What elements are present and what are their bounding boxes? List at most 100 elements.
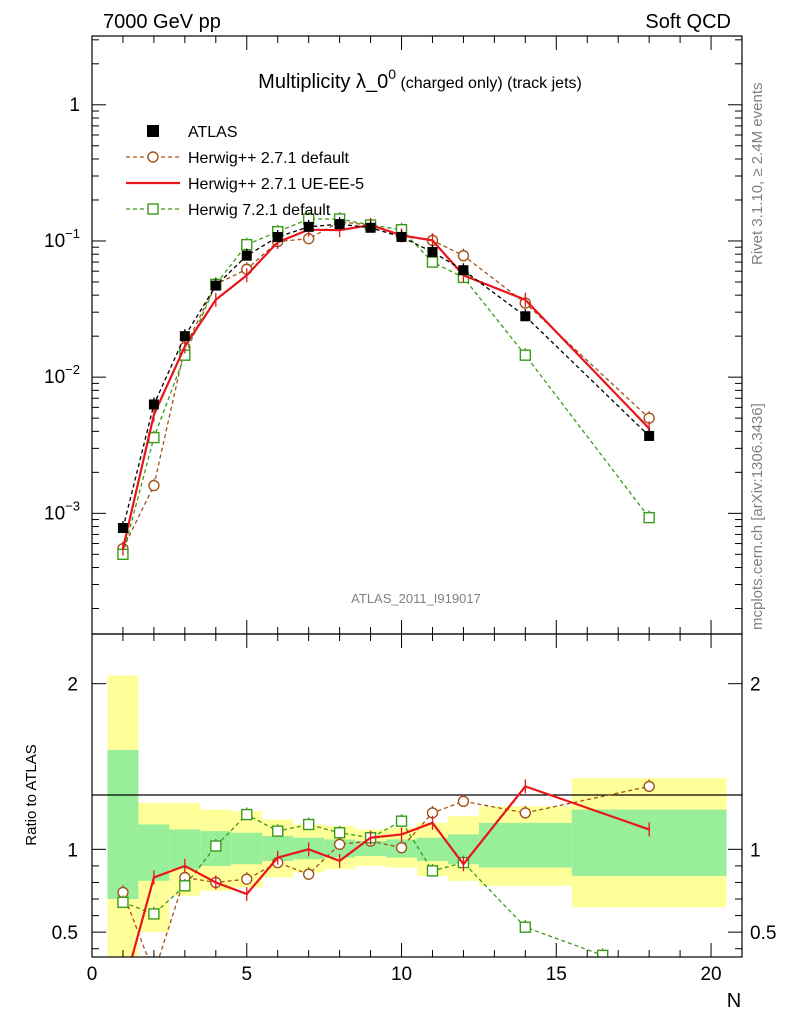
- y-tick-exponent: −1: [65, 226, 80, 241]
- data-point: [245, 274, 248, 277]
- data-point: [333, 827, 346, 839]
- ratio-axes: 0 5 10 15 20 0.5 0.5 1 1 2 2: [52, 634, 776, 985]
- main-y-tick-label: 10−3: [44, 498, 80, 524]
- main-axes: 10−310−210−11: [44, 36, 743, 634]
- legend-marker: [147, 125, 159, 137]
- data-point: [396, 231, 407, 242]
- header-right: Soft QCD: [645, 11, 731, 33]
- data-point: [210, 280, 221, 291]
- data-point: [117, 523, 128, 534]
- header-left: 7000 GeV pp: [103, 11, 221, 33]
- data-point: [524, 298, 527, 301]
- analysis-label: ATLAS_2011_I919017: [351, 591, 481, 606]
- data-point: [152, 876, 155, 879]
- data-point: [214, 298, 217, 301]
- data-point: [333, 838, 346, 851]
- legend: ATLAS Herwig++ 2.7.1 default Herwig++ 2.7.…: [126, 124, 364, 219]
- data-point: [241, 238, 253, 251]
- stat-uncertainty-band: [571, 809, 727, 876]
- data-point: [241, 808, 253, 821]
- data-point: [121, 547, 124, 550]
- stat-uncertainty-band: [478, 822, 572, 868]
- series-line: [122, 223, 650, 529]
- legend-entry: ATLAS: [147, 124, 238, 141]
- y-tick-base: 10: [44, 503, 65, 524]
- ratio-y-tick-label-right: 1: [750, 840, 761, 861]
- data-point: [272, 825, 284, 837]
- data-point: [426, 256, 439, 268]
- y-tick-base: 10: [44, 231, 65, 252]
- data-point: [179, 880, 191, 892]
- data-point: [457, 795, 470, 807]
- data-point: [117, 896, 129, 909]
- y-tick-exponent: −3: [65, 498, 80, 513]
- data-point: [302, 818, 315, 831]
- data-point: [426, 865, 439, 877]
- legend-entry: Herwig 7.2.1 default: [126, 202, 331, 219]
- main-panel: 10−310−210−11 Multiplicity λ_00 (charged…: [44, 35, 743, 635]
- main-chart-marks: [117, 211, 655, 562]
- data-point: [524, 785, 527, 788]
- main-y-tick-label: 1: [69, 95, 80, 116]
- data-point: [334, 219, 345, 230]
- ratio-y-tick-label-left: 1: [67, 840, 78, 861]
- data-point: [152, 413, 155, 416]
- data-point: [597, 949, 609, 957]
- data-point: [302, 868, 315, 880]
- data-point: [148, 399, 159, 410]
- data-point: [520, 311, 531, 322]
- data-point: [183, 864, 186, 867]
- stat-uncertainty-band: [231, 832, 263, 865]
- legend-marker: [147, 151, 159, 163]
- data-point: [179, 331, 190, 342]
- main-y-tick-label: 10−2: [44, 362, 80, 388]
- data-point: [148, 479, 160, 492]
- x-tick-label: 15: [546, 964, 567, 985]
- data-point: [648, 828, 651, 831]
- ratio-y-tick-label-right: 0.5: [750, 923, 776, 944]
- data-point: [303, 221, 314, 232]
- data-point: [431, 239, 434, 242]
- data-point: [214, 881, 217, 884]
- data-point: [369, 836, 372, 839]
- main-title-sup: 0: [388, 66, 396, 82]
- series-line: [122, 813, 603, 956]
- ratio-ylabel: Ratio to ATLAS: [23, 744, 40, 845]
- ratio-y-tick-label-left: 0.5: [52, 923, 78, 944]
- main-title: Multiplicity λ_00 (charged only) (track …: [258, 66, 582, 93]
- x-tick-label: 5: [241, 964, 252, 985]
- series-herwig-2-7-1-default: [117, 214, 655, 556]
- data-point: [462, 863, 465, 866]
- series-herwig-2-7-1-ue-ee-5: [130, 779, 651, 957]
- series-line: [122, 218, 650, 555]
- series-line: [130, 785, 650, 957]
- series-herwig-7-2-1-default: [117, 211, 655, 562]
- x-tick-label: 0: [87, 964, 98, 985]
- data-point: [519, 349, 532, 361]
- x-tick-label: 10: [391, 964, 412, 985]
- data-point: [644, 430, 655, 441]
- data-point: [245, 893, 248, 896]
- data-point: [241, 873, 253, 885]
- ratio-chart-marks: [117, 779, 655, 957]
- y-tick-base: 10: [44, 367, 65, 388]
- data-point: [400, 833, 403, 836]
- data-point: [643, 780, 655, 793]
- series-line: [121, 223, 650, 549]
- data-point: [338, 229, 341, 232]
- data-point: [519, 921, 532, 933]
- data-point: [183, 345, 186, 348]
- data-point: [431, 821, 434, 824]
- ratio-frame: [91, 633, 743, 958]
- main-y-tick-label: 10−1: [44, 226, 80, 252]
- main-title-rest: (charged only) (track jets): [396, 75, 582, 92]
- stat-uncertainty-band: [417, 837, 448, 861]
- series-atlas: [117, 217, 655, 536]
- rivet-label: Rivet 3.1.10, ≥ 2.4M events: [749, 83, 766, 266]
- data-point: [457, 249, 470, 262]
- data-point: [307, 848, 310, 851]
- ratio-panel: 0 5 10 15 20 0.5 0.5 1 1 2 2 Ratio to ATLAS N: [23, 633, 776, 1012]
- data-point: [276, 856, 279, 859]
- legend-entry: Herwig++ 2.7.1 UE-EE-5: [126, 176, 364, 193]
- legend-label: Herwig++ 2.7.1 default: [188, 150, 350, 167]
